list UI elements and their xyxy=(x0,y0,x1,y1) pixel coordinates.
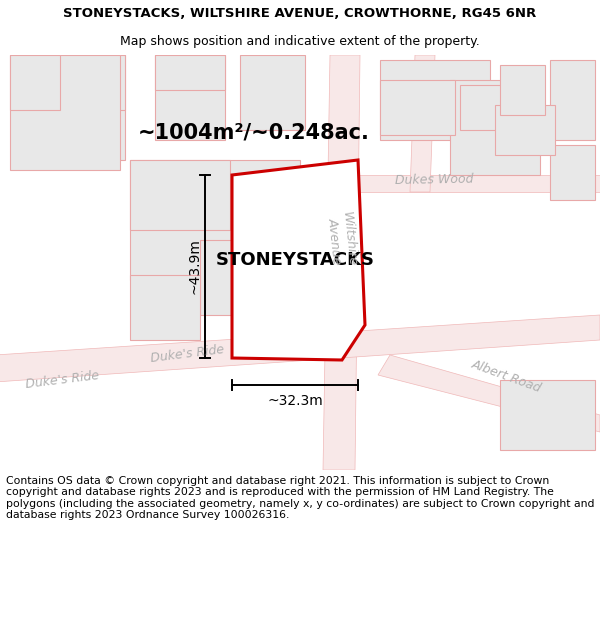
Polygon shape xyxy=(130,160,230,230)
Polygon shape xyxy=(0,315,600,382)
Text: Duke's Ride: Duke's Ride xyxy=(25,369,100,391)
Polygon shape xyxy=(450,80,540,175)
Polygon shape xyxy=(15,55,125,160)
Polygon shape xyxy=(240,55,305,130)
Polygon shape xyxy=(10,55,60,110)
Polygon shape xyxy=(130,275,200,340)
Polygon shape xyxy=(155,55,225,140)
Text: ~43.9m: ~43.9m xyxy=(187,239,201,294)
Polygon shape xyxy=(550,145,595,200)
Polygon shape xyxy=(323,55,360,470)
Text: ~1004m²/~0.248ac.: ~1004m²/~0.248ac. xyxy=(138,122,370,142)
Polygon shape xyxy=(130,160,300,280)
Polygon shape xyxy=(15,55,125,110)
Text: ~32.3m: ~32.3m xyxy=(267,394,323,408)
Polygon shape xyxy=(495,105,555,155)
Text: Albert Road: Albert Road xyxy=(470,357,544,395)
Polygon shape xyxy=(200,240,295,315)
Text: Map shows position and indicative extent of the property.: Map shows position and indicative extent… xyxy=(120,35,480,48)
Text: STONEYSTACKS: STONEYSTACKS xyxy=(215,251,374,269)
Polygon shape xyxy=(410,55,435,192)
Polygon shape xyxy=(380,80,455,135)
Text: STONEYSTACKS, WILTSHIRE AVENUE, CROWTHORNE, RG45 6NR: STONEYSTACKS, WILTSHIRE AVENUE, CROWTHOR… xyxy=(64,8,536,20)
Polygon shape xyxy=(460,85,540,130)
Polygon shape xyxy=(155,55,225,90)
Polygon shape xyxy=(500,65,545,115)
Text: Wiltshire
Avenue: Wiltshire Avenue xyxy=(325,211,359,269)
Polygon shape xyxy=(550,60,595,140)
Polygon shape xyxy=(232,160,365,360)
Polygon shape xyxy=(10,55,120,170)
Text: Contains OS data © Crown copyright and database right 2021. This information is : Contains OS data © Crown copyright and d… xyxy=(6,476,595,521)
Polygon shape xyxy=(15,55,65,140)
Polygon shape xyxy=(380,60,490,140)
Polygon shape xyxy=(500,380,595,450)
Polygon shape xyxy=(340,175,600,192)
Text: Duke's Ride: Duke's Ride xyxy=(150,343,225,365)
Polygon shape xyxy=(378,355,600,432)
Text: Dukes Wood: Dukes Wood xyxy=(395,173,474,187)
